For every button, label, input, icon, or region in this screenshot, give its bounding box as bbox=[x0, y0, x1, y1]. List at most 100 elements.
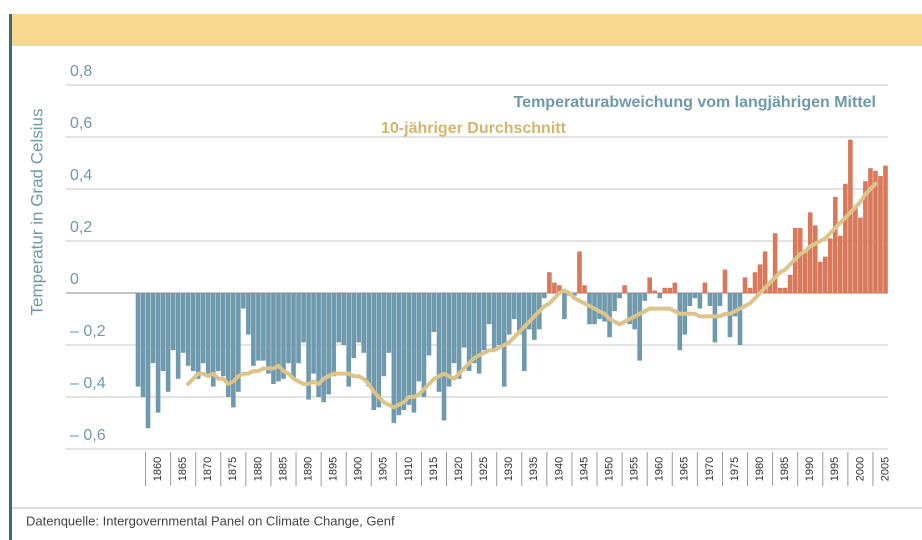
bar bbox=[286, 293, 291, 364]
bar bbox=[582, 285, 587, 293]
y-axis-label: Temperatur in Grad Celsius bbox=[27, 109, 46, 316]
bar bbox=[607, 293, 612, 338]
bar bbox=[496, 293, 502, 345]
bar bbox=[542, 293, 547, 299]
bar bbox=[421, 293, 427, 397]
bar bbox=[261, 293, 266, 361]
bar bbox=[562, 293, 567, 319]
bar bbox=[316, 293, 321, 397]
x-tick-label: 1885 bbox=[277, 457, 289, 481]
bar bbox=[617, 293, 622, 299]
bar bbox=[863, 181, 868, 293]
bar bbox=[868, 168, 873, 293]
x-tick-label: 2000 bbox=[854, 457, 866, 481]
bar bbox=[687, 293, 693, 306]
bar bbox=[602, 293, 607, 322]
bar bbox=[226, 293, 231, 397]
bar bbox=[486, 293, 492, 325]
x-tick-label: 1940 bbox=[553, 457, 565, 481]
bar bbox=[296, 293, 301, 364]
bar bbox=[612, 293, 617, 312]
bar bbox=[762, 251, 768, 293]
bar bbox=[471, 293, 477, 364]
bar bbox=[190, 293, 196, 371]
bar bbox=[251, 293, 256, 366]
bar bbox=[436, 293, 442, 392]
y-tick-label: 0,2 bbox=[70, 219, 92, 236]
bar bbox=[777, 287, 783, 293]
y-tick-label: 0 bbox=[70, 271, 79, 288]
bar bbox=[446, 293, 452, 387]
x-tick-label: 1935 bbox=[528, 457, 540, 481]
x-tick-label: 1945 bbox=[578, 457, 590, 481]
bar bbox=[742, 277, 748, 293]
x-tick-label: 2005 bbox=[879, 457, 891, 481]
x-tick-label: 1955 bbox=[629, 457, 641, 481]
x-tick-label: 1870 bbox=[202, 457, 214, 481]
bar bbox=[401, 293, 407, 410]
bar bbox=[516, 293, 522, 335]
bar bbox=[371, 293, 377, 410]
bar bbox=[476, 293, 482, 374]
bar bbox=[140, 293, 146, 397]
banner bbox=[12, 14, 922, 46]
bar bbox=[456, 293, 462, 379]
bar bbox=[501, 293, 507, 387]
bar bbox=[883, 165, 888, 293]
bar bbox=[772, 233, 778, 293]
bar bbox=[692, 293, 698, 299]
bar bbox=[572, 293, 577, 296]
bar bbox=[331, 293, 336, 377]
legend-entry: Temperaturabweichung vom langjährigen Mi… bbox=[514, 94, 876, 111]
bar bbox=[361, 293, 367, 353]
bar bbox=[466, 293, 472, 371]
bar bbox=[722, 269, 728, 293]
x-tick-label: 1890 bbox=[302, 457, 314, 481]
bar bbox=[557, 285, 562, 293]
y-tick-label: 0,4 bbox=[70, 167, 92, 184]
bar bbox=[195, 293, 201, 379]
bar bbox=[175, 293, 181, 379]
y-tick-label: – 0,2 bbox=[70, 323, 106, 340]
bar bbox=[657, 293, 663, 299]
bar bbox=[185, 293, 191, 366]
bar bbox=[752, 272, 758, 293]
bar bbox=[647, 277, 653, 293]
bar bbox=[521, 293, 527, 371]
bar bbox=[150, 293, 156, 364]
x-tick-label: 1905 bbox=[378, 457, 390, 481]
bar bbox=[853, 207, 858, 293]
bar bbox=[406, 293, 412, 405]
bar bbox=[200, 293, 206, 364]
bar bbox=[381, 293, 387, 377]
bar bbox=[426, 293, 432, 356]
x-tick-label: 1930 bbox=[503, 457, 515, 481]
bar bbox=[231, 293, 236, 408]
bar bbox=[527, 293, 532, 330]
bar bbox=[597, 293, 602, 319]
bar bbox=[135, 293, 141, 387]
bar bbox=[878, 176, 883, 293]
bar bbox=[301, 293, 306, 343]
source-note: Datenquelle: Intergovernmental Panel on … bbox=[26, 513, 395, 528]
bar bbox=[306, 293, 311, 400]
bar bbox=[732, 293, 738, 317]
x-tick-label: 1880 bbox=[252, 457, 264, 481]
bar bbox=[291, 293, 296, 379]
bar bbox=[807, 212, 813, 293]
bar bbox=[747, 287, 753, 293]
bar bbox=[271, 293, 276, 384]
legend-entry: 10-jähriger Durchschnitt bbox=[381, 120, 567, 137]
bar bbox=[802, 251, 808, 293]
bar bbox=[155, 293, 161, 413]
bar bbox=[833, 196, 838, 293]
bar bbox=[858, 217, 863, 293]
x-tick-label: 1915 bbox=[428, 457, 440, 481]
x-tick-label: 1965 bbox=[679, 457, 691, 481]
x-tick-label: 1995 bbox=[829, 457, 841, 481]
bar bbox=[336, 293, 341, 343]
bar bbox=[451, 293, 457, 364]
bar bbox=[416, 293, 422, 382]
